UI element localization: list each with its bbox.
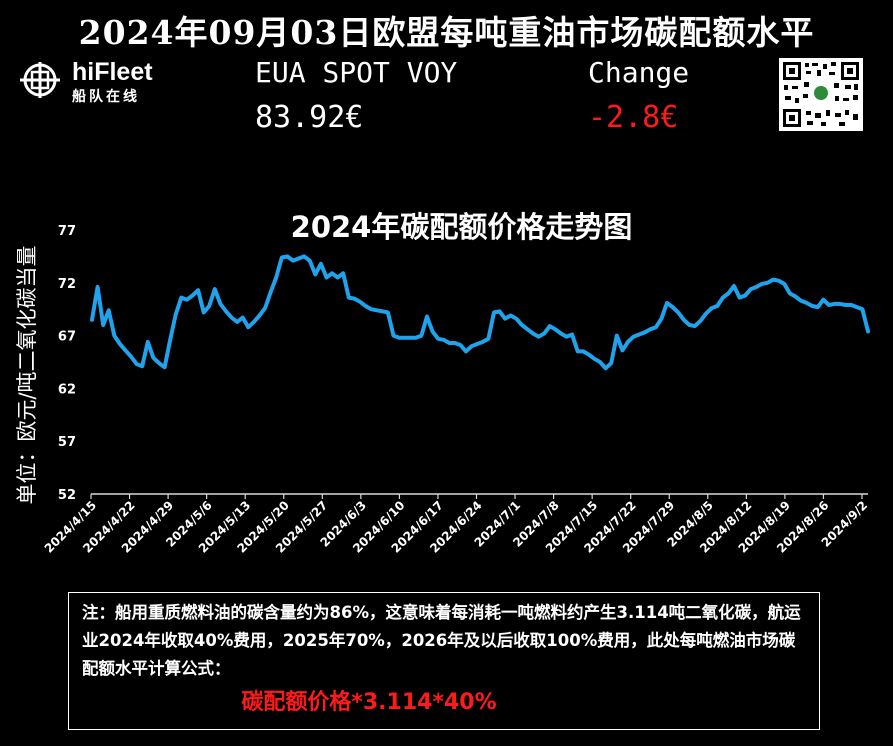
eua-value: 83.92€ [255, 100, 364, 135]
formula-text: 碳配额价格*3.114*40% [241, 690, 497, 715]
logo-wordmark: hiFleet [72, 58, 153, 86]
change-label: Change [588, 56, 690, 89]
y-tick-label: 77 [58, 224, 76, 239]
change-value: -2.8€ [588, 100, 679, 135]
x-axis: 2024/4/152024/4/222024/4/292024/5/62024/… [42, 493, 870, 556]
series [90, 254, 870, 371]
chart-title: 2024年碳配额价格走势图 [290, 210, 633, 244]
y-tick-label: 72 [58, 277, 76, 292]
ship-wheel-icon [20, 62, 60, 98]
y-tick-label: 62 [58, 382, 76, 397]
note-box [68, 592, 820, 730]
eua-label: EUA SPOT VOY [255, 56, 458, 89]
qr-code[interactable] [779, 58, 863, 131]
page-title: 2024年09月03日欧盟每吨重油市场碳配额水平 [78, 13, 815, 52]
note-text: 注：船用重质燃料油的碳含量约为86%，这意味着每消耗一吨燃料约产生3.114吨二… [82, 603, 801, 678]
y-tick-label: 52 [58, 488, 76, 503]
y-tick-label: 57 [58, 435, 76, 450]
qr-center-logo-icon [814, 86, 828, 100]
hifleet-logo [20, 62, 60, 98]
y-tick-label: 67 [58, 330, 76, 345]
series-line [90, 254, 870, 371]
logo-subtitle: 船队在线 [72, 89, 140, 105]
y-axis: 77 72 67 62 57 52 [58, 224, 76, 503]
